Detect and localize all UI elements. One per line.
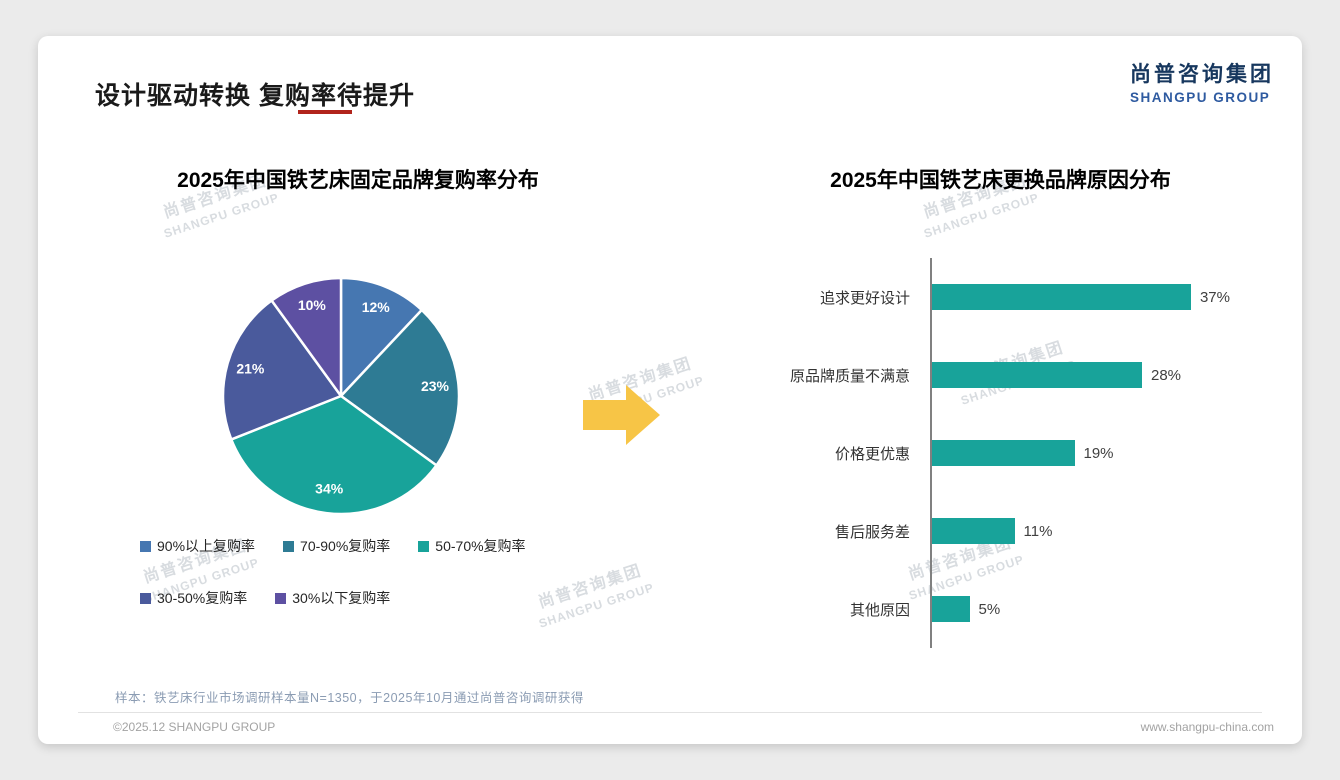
bar-track: 37% bbox=[930, 284, 1230, 310]
bar-track: 11% bbox=[930, 518, 1230, 544]
legend-swatch-icon bbox=[418, 540, 430, 552]
bar-category-label: 原品牌质量不满意 bbox=[789, 367, 910, 385]
bar-row: 追求更好设计 37% bbox=[750, 258, 1275, 336]
legend-item: 50-70%复购率 bbox=[418, 536, 526, 556]
legend-label: 90%以上复购率 bbox=[157, 538, 256, 554]
bar-category-label: 追求更好设计 bbox=[819, 289, 910, 307]
footer-divider bbox=[78, 712, 1262, 713]
legend-swatch-icon bbox=[140, 592, 151, 604]
slide: 尚普咨询集团 SHANGPU GROUP 尚普咨询集团 SHANGPU GROUP 尚普… bbox=[38, 36, 1302, 744]
legend-label: 30%以下复购率 bbox=[292, 590, 391, 606]
pie-data-label: 21% bbox=[236, 360, 265, 376]
legend-swatch-icon bbox=[283, 540, 295, 552]
pie-slice bbox=[339, 308, 461, 467]
sample-note: 样本：铁艺床行业市场调研样本量N=1350，于2025年10月通过尚普咨询调研获… bbox=[115, 691, 584, 705]
bar-value-label: 28% bbox=[1151, 366, 1182, 384]
bar-value-label: 5% bbox=[978, 600, 1001, 618]
pie-slice bbox=[230, 394, 438, 516]
bar-category-label: 价格更优惠 bbox=[834, 445, 910, 463]
legend-label: 30-50%复购率 bbox=[157, 590, 248, 606]
pie-data-label: 12% bbox=[362, 299, 391, 315]
bar-value-label: 19% bbox=[1083, 444, 1114, 462]
bar-row: 其他原因 5% bbox=[750, 570, 1275, 648]
copyright-text: ©2025.12 SHANGPU GROUP bbox=[113, 720, 276, 734]
pie-legend: 90%以上复购率 70-90%复购率 50-70%复购率 30-50%复购率 30%以下… bbox=[140, 536, 610, 608]
pie-chart: 12% 23% 34% 21% 10% bbox=[209, 264, 473, 528]
company-logo: 尚普咨询集团 SHANGPU GROUP bbox=[1130, 58, 1274, 105]
footer: ©2025.12 SHANGPU GROUP www.shangpu-china… bbox=[113, 720, 1274, 734]
bar-value-label: 11% bbox=[1023, 522, 1053, 540]
legend-label: 70-90%复购率 bbox=[300, 538, 391, 554]
bar-chart-axis-line bbox=[930, 258, 932, 648]
bar bbox=[932, 596, 970, 622]
page-title: 设计驱动转换 复购率待提升 bbox=[95, 82, 415, 110]
legend-swatch-icon bbox=[140, 540, 151, 552]
pie-chart-title: 2025年中国铁艺床固定品牌复购率分布 bbox=[177, 169, 539, 192]
legend-item: 30%以下复购率 bbox=[275, 588, 390, 608]
bar-chart: 追求更好设计 37% 原品牌质量不满意 28% 价格更优惠 19% 售后服务差 11% 其他原因… bbox=[750, 258, 1275, 648]
bar bbox=[932, 284, 1191, 310]
logo-english-text: SHANGPU GROUP bbox=[1130, 90, 1271, 105]
bar bbox=[932, 362, 1142, 388]
title-accent-underline bbox=[298, 110, 352, 114]
pie-data-label: 23% bbox=[421, 378, 450, 394]
logo-chinese-text: 尚普咨询集团 bbox=[1130, 63, 1274, 86]
bar bbox=[932, 518, 1015, 544]
pie-slice bbox=[221, 299, 343, 441]
pie-data-label: 10% bbox=[298, 297, 327, 313]
website-text: www.shangpu-china.com bbox=[1140, 720, 1274, 734]
bar-track: 19% bbox=[930, 440, 1230, 466]
bar-row: 价格更优惠 19% bbox=[750, 414, 1275, 492]
bar-chart-title: 2025年中国铁艺床更换品牌原因分布 bbox=[830, 169, 1171, 192]
pie-data-label: 34% bbox=[315, 480, 344, 496]
bar-track: 5% bbox=[930, 596, 1230, 622]
pie-slice bbox=[339, 276, 424, 398]
bar bbox=[932, 440, 1075, 466]
legend-swatch-icon bbox=[275, 592, 287, 604]
legend-item: 70-90%复购率 bbox=[283, 536, 390, 556]
legend-item: 90%以上复购率 bbox=[140, 536, 255, 556]
bar-category-label: 其他原因 bbox=[849, 601, 910, 619]
legend-label: 50-70%复购率 bbox=[435, 538, 526, 554]
bar-category-label: 售后服务差 bbox=[834, 523, 910, 541]
bar-row: 原品牌质量不满意 28% bbox=[750, 336, 1275, 414]
legend-item: 30-50%复购率 bbox=[140, 588, 247, 608]
pie-slice bbox=[270, 276, 343, 398]
bar-row: 售后服务差 11% bbox=[750, 492, 1275, 570]
transition-arrow-icon bbox=[583, 383, 661, 447]
bar-track: 28% bbox=[930, 362, 1230, 388]
bar-value-label: 37% bbox=[1199, 288, 1230, 306]
